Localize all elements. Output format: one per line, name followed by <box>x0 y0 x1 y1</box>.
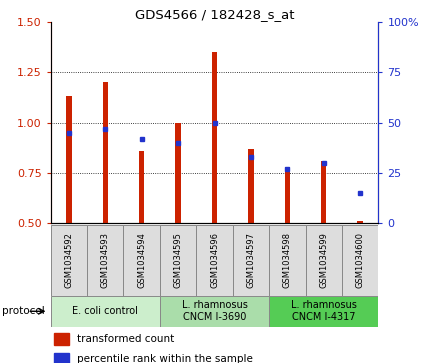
Bar <box>87 225 124 296</box>
Bar <box>342 225 378 296</box>
Bar <box>139 151 144 223</box>
Bar <box>51 296 160 327</box>
Bar <box>269 225 305 296</box>
Bar <box>160 225 196 296</box>
Bar <box>357 221 363 223</box>
Bar <box>196 225 233 296</box>
Text: L. rhamnosus
CNCM I-3690: L. rhamnosus CNCM I-3690 <box>182 301 247 322</box>
Bar <box>103 82 108 223</box>
Bar <box>176 122 181 223</box>
Bar <box>321 161 326 223</box>
Text: GSM1034595: GSM1034595 <box>173 233 183 288</box>
Text: GSM1034593: GSM1034593 <box>101 232 110 289</box>
Bar <box>160 296 269 327</box>
Text: percentile rank within the sample: percentile rank within the sample <box>77 354 253 363</box>
Text: protocol: protocol <box>2 306 45 316</box>
Text: GSM1034592: GSM1034592 <box>64 233 73 288</box>
Text: E. coli control: E. coli control <box>72 306 138 316</box>
Text: transformed count: transformed count <box>77 334 174 344</box>
Bar <box>285 167 290 223</box>
Text: GSM1034597: GSM1034597 <box>246 232 256 289</box>
Bar <box>54 333 69 345</box>
Text: GSM1034600: GSM1034600 <box>356 232 365 289</box>
Bar <box>269 296 378 327</box>
Bar <box>233 225 269 296</box>
Bar <box>248 149 253 223</box>
Bar <box>51 225 87 296</box>
Text: GSM1034596: GSM1034596 <box>210 232 219 289</box>
Text: GSM1034598: GSM1034598 <box>283 232 292 289</box>
Bar <box>124 225 160 296</box>
Bar <box>54 353 69 363</box>
Text: L. rhamnosus
CNCM I-4317: L. rhamnosus CNCM I-4317 <box>291 301 357 322</box>
Bar <box>212 52 217 223</box>
Bar <box>66 96 72 223</box>
Bar <box>305 225 342 296</box>
Text: GSM1034599: GSM1034599 <box>319 233 328 288</box>
Title: GDS4566 / 182428_s_at: GDS4566 / 182428_s_at <box>135 8 294 21</box>
Text: GSM1034594: GSM1034594 <box>137 233 146 288</box>
